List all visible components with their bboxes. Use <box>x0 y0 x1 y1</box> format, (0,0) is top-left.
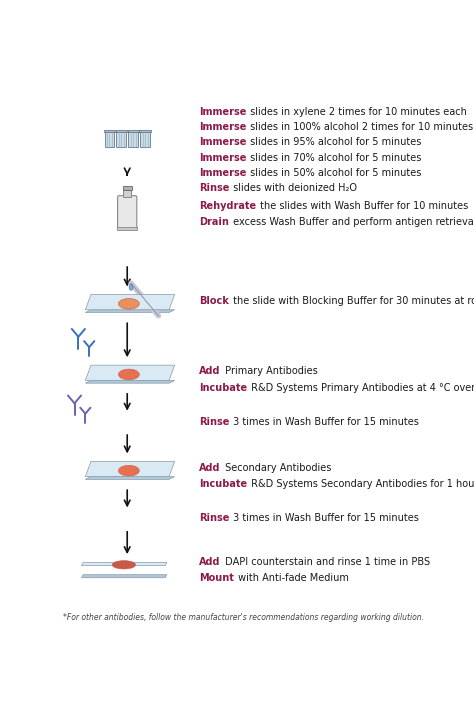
Text: Immerse: Immerse <box>199 122 246 132</box>
Text: Secondary Antibodies: Secondary Antibodies <box>221 462 331 472</box>
Text: Immerse: Immerse <box>199 168 246 178</box>
Polygon shape <box>85 462 174 477</box>
Bar <box>105 131 114 147</box>
Text: 3 times in Wash Buffer for 15 minutes: 3 times in Wash Buffer for 15 minutes <box>230 513 419 523</box>
Text: Mount: Mount <box>199 573 234 583</box>
Text: with Anti-fade Medium: with Anti-fade Medium <box>235 573 349 583</box>
Text: Add: Add <box>199 462 220 472</box>
Ellipse shape <box>118 369 139 380</box>
Polygon shape <box>85 477 174 479</box>
Text: Rehydrate: Rehydrate <box>199 201 256 211</box>
Bar <box>123 190 131 197</box>
Bar <box>128 131 139 132</box>
Text: slides in 100% alcohol 2 times for 10 minutes each: slides in 100% alcohol 2 times for 10 mi… <box>247 122 474 132</box>
Text: DAPI counterstain and rinse 1 time in PBS: DAPI counterstain and rinse 1 time in PB… <box>221 557 429 567</box>
Polygon shape <box>85 381 174 383</box>
Text: Block: Block <box>199 296 229 306</box>
Bar <box>116 131 127 132</box>
Text: slides in xylene 2 times for 10 minutes each: slides in xylene 2 times for 10 minutes … <box>247 107 467 117</box>
Text: Rinse: Rinse <box>199 183 229 193</box>
Bar <box>128 131 138 147</box>
Text: 3 times in Wash Buffer for 15 minutes: 3 times in Wash Buffer for 15 minutes <box>230 417 419 426</box>
Bar <box>117 227 137 229</box>
Text: Incubate: Incubate <box>199 383 247 393</box>
Polygon shape <box>82 575 167 578</box>
Polygon shape <box>85 310 174 313</box>
Ellipse shape <box>118 299 139 309</box>
Text: the slide with Blocking Buffer for 30 minutes at room temperature: the slide with Blocking Buffer for 30 mi… <box>230 296 474 306</box>
Text: Rinse: Rinse <box>199 513 229 523</box>
Bar <box>139 131 151 132</box>
Bar <box>104 131 115 132</box>
Text: the slides with Wash Buffer for 10 minutes: the slides with Wash Buffer for 10 minut… <box>257 201 468 211</box>
Polygon shape <box>85 294 174 310</box>
Text: *For other antibodies, follow the manufacturer's recommendations regarding worki: *For other antibodies, follow the manufa… <box>63 614 424 622</box>
Ellipse shape <box>129 284 133 290</box>
Text: Primary Antibodies: Primary Antibodies <box>221 366 317 376</box>
Polygon shape <box>85 365 174 381</box>
Text: R&D Systems Primary Antibodies at 4 °C overnight or 1 hour at room temperature*: R&D Systems Primary Antibodies at 4 °C o… <box>248 383 474 393</box>
Ellipse shape <box>112 561 136 569</box>
Bar <box>117 131 126 147</box>
Polygon shape <box>82 563 167 566</box>
Text: slides in 50% alcohol for 5 minutes: slides in 50% alcohol for 5 minutes <box>247 168 422 178</box>
Text: slides with deionized H₂O: slides with deionized H₂O <box>230 183 357 193</box>
Text: Drain: Drain <box>199 217 229 227</box>
Text: Immerse: Immerse <box>199 107 246 117</box>
Text: excess Wash Buffer and perform antigen retrieval if necessary: excess Wash Buffer and perform antigen r… <box>230 217 474 227</box>
Bar <box>123 186 132 190</box>
Bar <box>140 131 150 147</box>
Text: slides in 70% alcohol for 5 minutes: slides in 70% alcohol for 5 minutes <box>247 152 422 162</box>
Ellipse shape <box>118 465 139 476</box>
Text: Add: Add <box>199 557 220 567</box>
Text: R&D Systems Secondary Antibodies for 1 hour at room temperature*: R&D Systems Secondary Antibodies for 1 h… <box>248 479 474 489</box>
FancyBboxPatch shape <box>118 196 137 228</box>
Text: Immerse: Immerse <box>199 138 246 148</box>
Text: Immerse: Immerse <box>199 152 246 162</box>
Text: Incubate: Incubate <box>199 479 247 489</box>
Text: Add: Add <box>199 366 220 376</box>
Text: slides in 95% alcohol for 5 minutes: slides in 95% alcohol for 5 minutes <box>247 138 422 148</box>
Text: Rinse: Rinse <box>199 417 229 426</box>
